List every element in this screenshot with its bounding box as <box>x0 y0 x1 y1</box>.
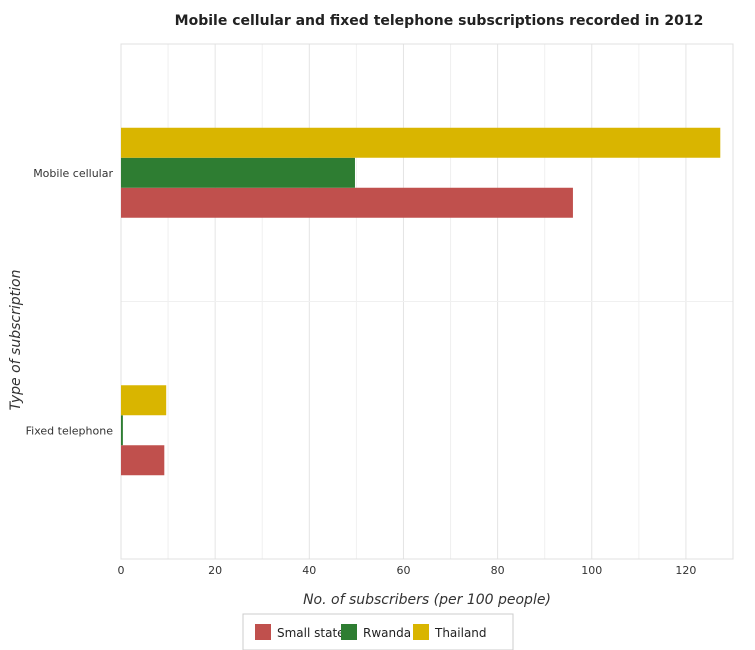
x-axis-label: No. of subscribers (per 100 people) <box>303 592 551 608</box>
y-tick-label: Mobile cellular <box>33 167 113 180</box>
bar-thailand <box>121 385 167 416</box>
x-tick-label: 80 <box>491 564 505 577</box>
chart-title: Mobile cellular and fixed telephone subs… <box>175 13 704 29</box>
x-tick-label: 60 <box>396 564 410 577</box>
bar-rwanda <box>121 415 123 446</box>
bar-rwanda <box>121 157 355 188</box>
legend-box <box>242 613 514 650</box>
bar-small-states <box>121 445 165 476</box>
bar-small-states <box>121 187 573 218</box>
y-tick-label: Fixed telephone <box>26 424 114 437</box>
plot-area: Mobile cellular Fixed telephone 0 20 40 60 80 1… <box>26 43 734 577</box>
x-tick-label: 120 <box>675 564 696 577</box>
legend-label: Small states <box>277 626 351 640</box>
plot-frame <box>120 43 734 560</box>
legend-swatch <box>413 624 429 640</box>
x-tick-label: 40 <box>302 564 316 577</box>
y-axis-label: Type of subscription <box>8 270 24 411</box>
legend-swatch <box>255 624 271 640</box>
legend: Small states Rwanda Thailand <box>242 613 514 650</box>
legend-swatch <box>341 624 357 640</box>
legend-label: Thailand <box>434 626 487 640</box>
x-tick-label: 0 <box>118 564 125 577</box>
legend-label: Rwanda <box>363 626 411 640</box>
x-tick-label: 20 <box>208 564 222 577</box>
x-tick-label: 100 <box>581 564 602 577</box>
bar-thailand <box>121 127 721 158</box>
